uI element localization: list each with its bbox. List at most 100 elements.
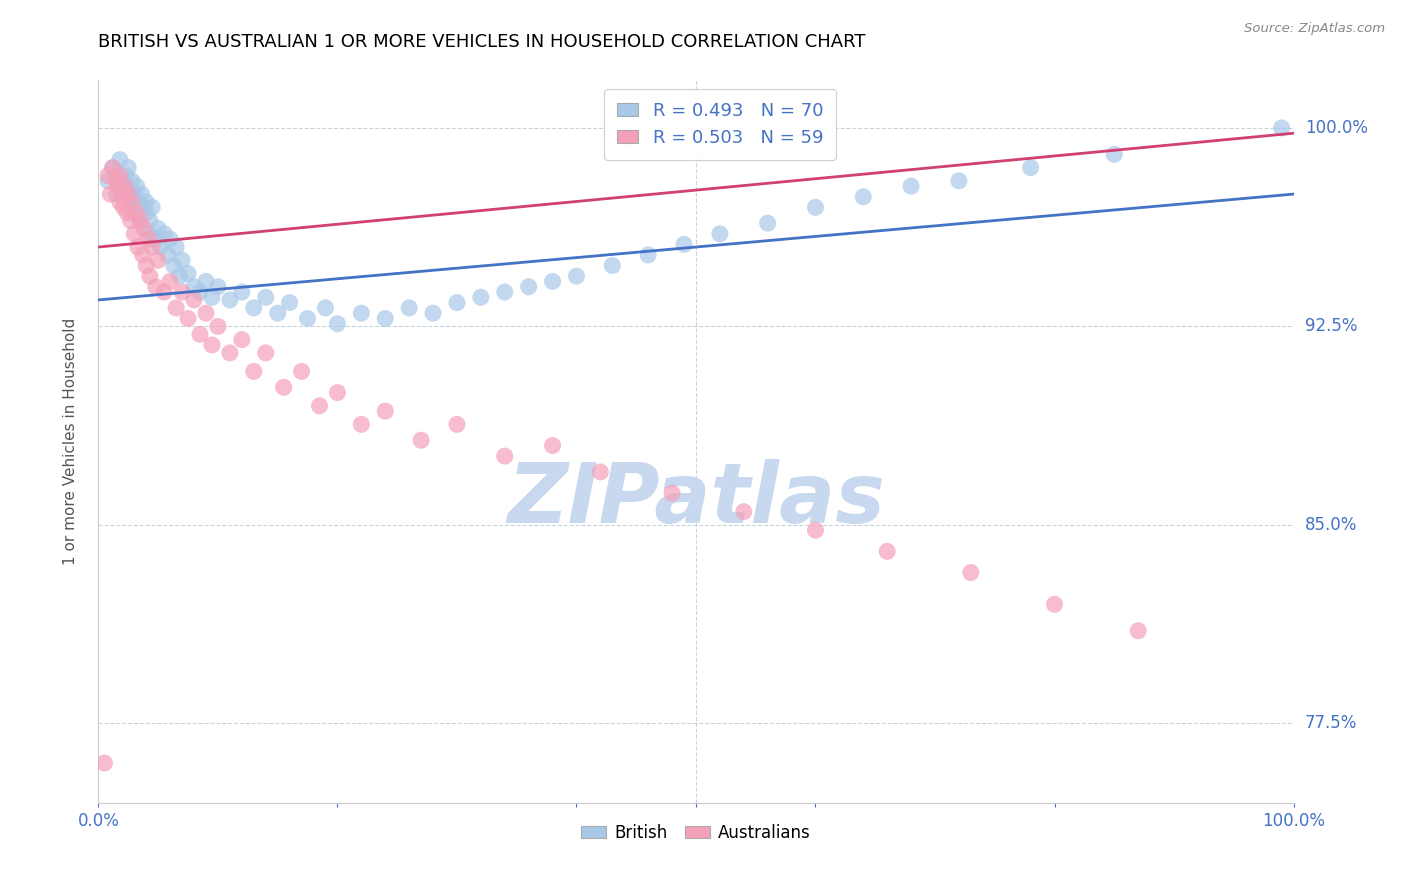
Point: [141, 200, 163, 214]
Point: [114, 179, 136, 194]
Point: [159, 232, 181, 246]
Point: [273, 380, 295, 394]
Point: [243, 301, 266, 315]
Point: [470, 290, 492, 304]
Text: 85.0%: 85.0%: [1305, 516, 1357, 534]
Point: [97, 174, 120, 188]
Point: [141, 240, 163, 254]
Point: [673, 237, 696, 252]
Point: [107, 179, 129, 194]
Point: [145, 232, 167, 246]
Point: [121, 174, 143, 188]
Point: [124, 205, 146, 219]
Point: [231, 285, 253, 299]
Point: [207, 319, 229, 334]
Text: 92.5%: 92.5%: [1305, 318, 1357, 335]
Point: [201, 338, 224, 352]
Point: [709, 227, 731, 241]
Point: [297, 311, 319, 326]
Point: [207, 279, 229, 293]
Point: [219, 293, 242, 307]
Y-axis label: 1 or more Vehicles in Household: 1 or more Vehicles in Household: [63, 318, 77, 566]
Point: [804, 523, 827, 537]
Point: [195, 274, 218, 288]
Point: [165, 240, 187, 254]
Point: [159, 274, 181, 288]
Point: [326, 385, 349, 400]
Point: [733, 505, 755, 519]
Point: [177, 311, 200, 326]
Point: [201, 290, 224, 304]
Point: [1019, 161, 1042, 175]
Point: [131, 187, 153, 202]
Point: [446, 417, 468, 432]
Point: [756, 216, 779, 230]
Point: [315, 301, 337, 315]
Point: [120, 213, 142, 227]
Point: [135, 194, 157, 209]
Point: [876, 544, 898, 558]
Point: [231, 333, 253, 347]
Point: [148, 253, 170, 268]
Point: [129, 213, 152, 227]
Point: [111, 174, 134, 188]
Point: [135, 259, 157, 273]
Point: [960, 566, 983, 580]
Point: [1271, 120, 1294, 135]
Point: [98, 187, 122, 202]
Point: [105, 174, 128, 188]
Point: [165, 301, 187, 315]
Point: [148, 221, 170, 235]
Legend: British, Australians: British, Australians: [575, 817, 817, 848]
Point: [195, 306, 218, 320]
Point: [124, 187, 146, 202]
Point: [115, 205, 138, 219]
Point: [494, 285, 516, 299]
Point: [121, 194, 143, 209]
Text: 100.0%: 100.0%: [1305, 119, 1368, 136]
Point: [111, 187, 134, 202]
Point: [446, 295, 468, 310]
Point: [374, 311, 396, 326]
Point: [101, 161, 124, 175]
Point: [132, 221, 155, 235]
Point: [1104, 147, 1126, 161]
Point: [1128, 624, 1150, 638]
Point: [139, 213, 162, 227]
Point: [188, 327, 211, 342]
Point: [115, 169, 138, 183]
Point: [132, 200, 155, 214]
Point: [117, 187, 139, 202]
Point: [138, 227, 160, 241]
Point: [278, 295, 301, 310]
Point: [602, 259, 624, 273]
Text: Source: ZipAtlas.com: Source: ZipAtlas.com: [1244, 22, 1385, 36]
Text: ZIPatlas: ZIPatlas: [508, 458, 884, 540]
Point: [177, 267, 200, 281]
Point: [139, 269, 162, 284]
Point: [156, 248, 179, 262]
Point: [127, 194, 149, 209]
Point: [494, 449, 516, 463]
Point: [852, 190, 875, 204]
Point: [124, 227, 146, 241]
Point: [219, 346, 242, 360]
Point: [129, 213, 152, 227]
Point: [117, 187, 139, 202]
Point: [398, 301, 420, 315]
Point: [637, 248, 659, 262]
Point: [900, 179, 922, 194]
Point: [114, 179, 136, 194]
Point: [517, 279, 540, 293]
Point: [267, 306, 290, 320]
Point: [254, 290, 277, 304]
Point: [374, 404, 396, 418]
Point: [188, 285, 211, 299]
Point: [804, 200, 827, 214]
Point: [172, 253, 194, 268]
Point: [125, 205, 148, 219]
Point: [422, 306, 444, 320]
Point: [153, 285, 176, 299]
Text: 77.5%: 77.5%: [1305, 714, 1357, 732]
Point: [131, 248, 153, 262]
